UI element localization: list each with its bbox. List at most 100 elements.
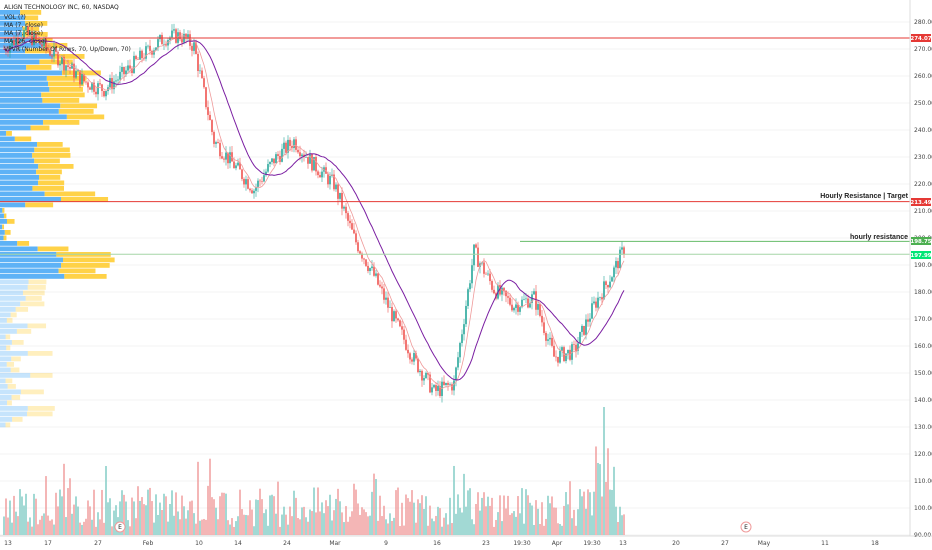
candle-body xyxy=(587,319,589,322)
vpvr-row-down xyxy=(64,274,107,279)
vpvr-row-up xyxy=(0,268,59,274)
volume-bar xyxy=(397,487,399,535)
vpvr-row-up xyxy=(0,230,5,235)
volume-bar xyxy=(599,464,601,535)
candle-body xyxy=(85,81,87,83)
volume-bar xyxy=(39,519,41,535)
earnings-marker-future[interactable]: E xyxy=(740,521,752,533)
legend-entry: VPVR (Number Of Rows, 70, Up/Down, 70) xyxy=(4,46,131,53)
volume-bar xyxy=(253,526,255,535)
volume-bar xyxy=(431,518,433,535)
candle-body xyxy=(109,78,111,88)
volume-bar xyxy=(303,506,305,535)
candle-body xyxy=(263,175,265,182)
candle-body xyxy=(395,311,397,319)
volume-bar xyxy=(593,491,595,535)
volume-bar xyxy=(155,494,157,535)
volume-profile xyxy=(0,10,115,428)
candle-body xyxy=(235,165,237,169)
candle-body xyxy=(421,370,423,381)
volume-bar xyxy=(391,521,393,535)
volume-bar xyxy=(143,504,145,535)
vpvr-row-down xyxy=(60,197,109,202)
candle-body xyxy=(201,70,203,79)
volume-bar xyxy=(127,520,129,535)
candle-body xyxy=(329,176,331,185)
vpvr-row-down xyxy=(39,59,73,65)
volume-bar xyxy=(323,513,325,535)
candle-body xyxy=(567,349,569,354)
candle-body xyxy=(599,297,601,298)
volume-bar xyxy=(43,513,45,535)
vpvr-row-down xyxy=(10,367,20,373)
candle-body xyxy=(15,38,17,46)
volume-bar xyxy=(325,500,327,535)
candle-body xyxy=(41,44,43,47)
candle-body xyxy=(93,82,95,92)
vpvr-row-down xyxy=(6,131,12,136)
volume-bar xyxy=(513,511,515,535)
volume-bar xyxy=(623,514,625,535)
volume-bar xyxy=(45,476,47,535)
volume-bar xyxy=(371,491,373,535)
volume-bar xyxy=(181,495,183,535)
candle-body xyxy=(271,158,273,162)
volume-bar xyxy=(573,509,575,535)
volume-bar xyxy=(545,518,547,535)
candle-body xyxy=(167,40,169,46)
price-tick-label: 210.00 xyxy=(914,208,932,215)
candle-body xyxy=(51,55,53,57)
volume-bar xyxy=(477,492,479,535)
vpvr-row-down xyxy=(38,180,65,186)
volume-bar xyxy=(91,519,93,535)
time-tick-label: 18 xyxy=(871,540,879,547)
candle-body xyxy=(451,384,453,391)
price-tick-label: 260.00 xyxy=(914,73,932,80)
candle-body xyxy=(375,273,377,276)
candle-body xyxy=(417,358,419,373)
volume-bar xyxy=(567,504,569,535)
volume-bar xyxy=(407,498,409,535)
volume-bar xyxy=(261,499,263,535)
candle-body xyxy=(309,154,311,164)
volume-bar xyxy=(615,506,617,535)
vpvr-row-up xyxy=(0,257,64,263)
vpvr-row-down xyxy=(41,92,85,98)
candle-body xyxy=(87,82,89,88)
volume-bar xyxy=(331,520,333,535)
volume-bars xyxy=(3,407,625,535)
svg-text:E: E xyxy=(744,524,748,531)
candle-body xyxy=(77,70,79,72)
volume-bar xyxy=(41,515,43,535)
candle-body xyxy=(57,52,59,66)
vpvr-row-up xyxy=(0,263,62,268)
volume-bar xyxy=(171,490,173,535)
time-axis[interactable]: 13 17 27 Feb 10 14 24 Mar 9 16 23 19:30 Apr 19:30 13 20… xyxy=(4,540,879,547)
vpvr-row-down xyxy=(49,87,83,92)
volume-bar xyxy=(77,506,79,535)
volume-bar xyxy=(157,514,159,535)
candle-body xyxy=(23,30,25,40)
candle-body xyxy=(623,247,625,255)
candle-body xyxy=(229,152,231,164)
vpvr-row-up xyxy=(0,180,39,186)
vpvr-row-up xyxy=(0,186,33,191)
volume-bar xyxy=(249,500,251,535)
earnings-marker[interactable]: E xyxy=(114,521,126,533)
candle-body xyxy=(297,149,299,153)
volume-bar xyxy=(445,513,447,535)
volume-bar xyxy=(421,495,423,535)
candle-body xyxy=(555,356,557,358)
vpvr-row-up xyxy=(0,384,8,389)
candle-body xyxy=(429,374,431,393)
candle-body xyxy=(601,297,603,300)
candle-body xyxy=(33,33,35,46)
candle-body xyxy=(559,350,561,363)
candle-body xyxy=(319,175,321,178)
candle-body xyxy=(123,66,125,75)
vpvr-row-up xyxy=(0,219,7,224)
candle-body xyxy=(45,38,47,48)
candle-body xyxy=(485,273,487,275)
candle-body xyxy=(321,171,323,178)
